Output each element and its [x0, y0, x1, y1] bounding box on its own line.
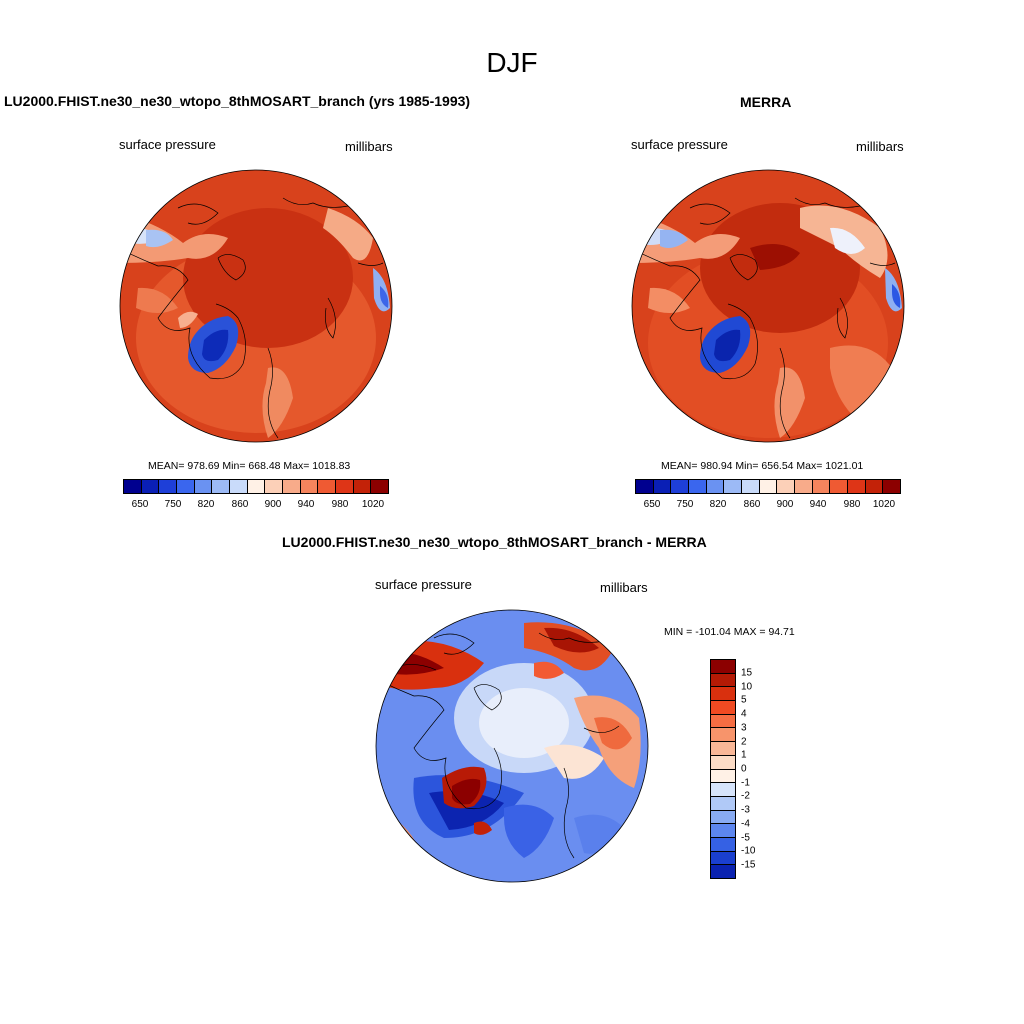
- colorbar-box: [124, 480, 142, 493]
- panel1-colorbar: [123, 479, 389, 494]
- colorbar-box: [711, 728, 735, 743]
- panel2-colorbar: [635, 479, 901, 494]
- colorbar-tick-label: 1020: [361, 499, 385, 510]
- panel3-stats: MIN = -101.04 MAX = 94.71: [664, 626, 795, 638]
- colorbar-box: [230, 480, 248, 493]
- colorbar-box: [336, 480, 354, 493]
- colorbar-box: [353, 480, 372, 493]
- panel2-units-label: millibars: [856, 139, 904, 154]
- panel2-polar-map: [631, 169, 905, 443]
- figure-title: DJF: [486, 47, 538, 78]
- colorbar-box: [711, 714, 735, 729]
- colorbar-box: [265, 480, 284, 493]
- colorbar-box: [194, 480, 213, 493]
- colorbar-tick-label: 750: [676, 499, 694, 510]
- panel2-title: MERRA: [740, 94, 792, 110]
- colorbar-box: [742, 480, 760, 493]
- colorbar-box: [711, 824, 735, 838]
- colorbar-tick-label: 940: [297, 499, 315, 510]
- colorbar-tick-label: 1020: [872, 499, 896, 510]
- colorbar-tick-label: -10: [741, 845, 756, 857]
- colorbar-box: [711, 796, 735, 811]
- colorbar-box: [671, 480, 690, 493]
- panel1-stats: MEAN= 978.69 Min= 668.48 Max= 1018.83: [148, 460, 351, 472]
- colorbar-box: [636, 480, 654, 493]
- colorbar-tick-label: -2: [741, 790, 750, 802]
- colorbar-box: [711, 701, 735, 715]
- colorbar-box: [159, 480, 178, 493]
- colorbar-box: [706, 480, 725, 493]
- colorbar-box: [247, 480, 266, 493]
- panel3-units-label: millibars: [600, 580, 648, 595]
- colorbar-tick-label: 15: [741, 667, 753, 679]
- colorbar-tick-label: 750: [164, 499, 182, 510]
- panel1-units-label: millibars: [345, 139, 393, 154]
- colorbar-box: [300, 480, 319, 493]
- colorbar-box: [711, 660, 735, 674]
- colorbar-tick-label: 860: [743, 499, 761, 510]
- panel3-variable-label: surface pressure: [375, 577, 472, 592]
- colorbar-tick-label: 650: [131, 499, 149, 510]
- colorbar-box: [653, 480, 672, 493]
- colorbar-tick-label: -3: [741, 804, 750, 816]
- colorbar-box: [283, 480, 301, 493]
- colorbar-box: [711, 851, 735, 866]
- colorbar-box: [865, 480, 884, 493]
- panel1-variable-label: surface pressure: [119, 137, 216, 152]
- colorbar-box: [689, 480, 707, 493]
- colorbar-tick-label: 940: [809, 499, 827, 510]
- colorbar-box: [711, 865, 735, 878]
- colorbar-box: [795, 480, 813, 493]
- colorbar-box: [812, 480, 831, 493]
- colorbar-tick-label: 820: [709, 499, 727, 510]
- colorbar-box: [711, 673, 735, 688]
- panel3-title: LU2000.FHIST.ne30_ne30_wtopo_8thMOSART_b…: [282, 534, 707, 550]
- colorbar-box: [177, 480, 195, 493]
- panel2-stats: MEAN= 980.94 Min= 656.54 Max= 1021.01: [661, 460, 864, 472]
- panel1-polar-map: [119, 169, 393, 443]
- colorbar-tick-label: -5: [741, 832, 750, 844]
- colorbar-box: [759, 480, 778, 493]
- colorbar-box: [830, 480, 849, 493]
- colorbar-tick-label: 900: [776, 499, 794, 510]
- colorbar-box: [212, 480, 231, 493]
- colorbar-box: [371, 480, 389, 493]
- colorbar-box: [883, 480, 901, 493]
- colorbar-tick-label: -4: [741, 818, 750, 830]
- panel2-variable-label: surface pressure: [631, 137, 728, 152]
- colorbar-tick-label: 980: [843, 499, 861, 510]
- colorbar-tick-label: 650: [643, 499, 661, 510]
- colorbar-tick-label: 820: [197, 499, 215, 510]
- panel1-title: LU2000.FHIST.ne30_ne30_wtopo_8thMOSART_b…: [4, 93, 471, 109]
- colorbar-box: [711, 769, 735, 784]
- colorbar-tick-label: 5: [741, 694, 747, 706]
- colorbar-tick-label: -1: [741, 777, 750, 789]
- colorbar-box: [711, 783, 735, 797]
- colorbar-box: [711, 687, 735, 702]
- colorbar-box: [724, 480, 743, 493]
- colorbar-tick-label: 4: [741, 708, 747, 720]
- colorbar-tick-label: 860: [231, 499, 249, 510]
- colorbar-box: [141, 480, 160, 493]
- colorbar-tick-label: 900: [264, 499, 282, 510]
- colorbar-box: [711, 837, 735, 852]
- colorbar-box: [848, 480, 866, 493]
- panel3-colorbar: [710, 659, 736, 879]
- colorbar-tick-label: 10: [741, 681, 753, 693]
- colorbar-box: [777, 480, 796, 493]
- colorbar-box: [711, 810, 735, 825]
- colorbar-tick-label: 3: [741, 722, 747, 734]
- colorbar-tick-label: -15: [741, 859, 756, 871]
- colorbar-box: [318, 480, 337, 493]
- colorbar-box: [711, 742, 735, 756]
- colorbar-tick-label: 0: [741, 763, 747, 775]
- colorbar-box: [711, 755, 735, 770]
- panel3-difference-map: [375, 609, 649, 883]
- colorbar-tick-label: 2: [741, 736, 747, 748]
- colorbar-tick-label: 1: [741, 749, 747, 761]
- colorbar-tick-label: 980: [331, 499, 349, 510]
